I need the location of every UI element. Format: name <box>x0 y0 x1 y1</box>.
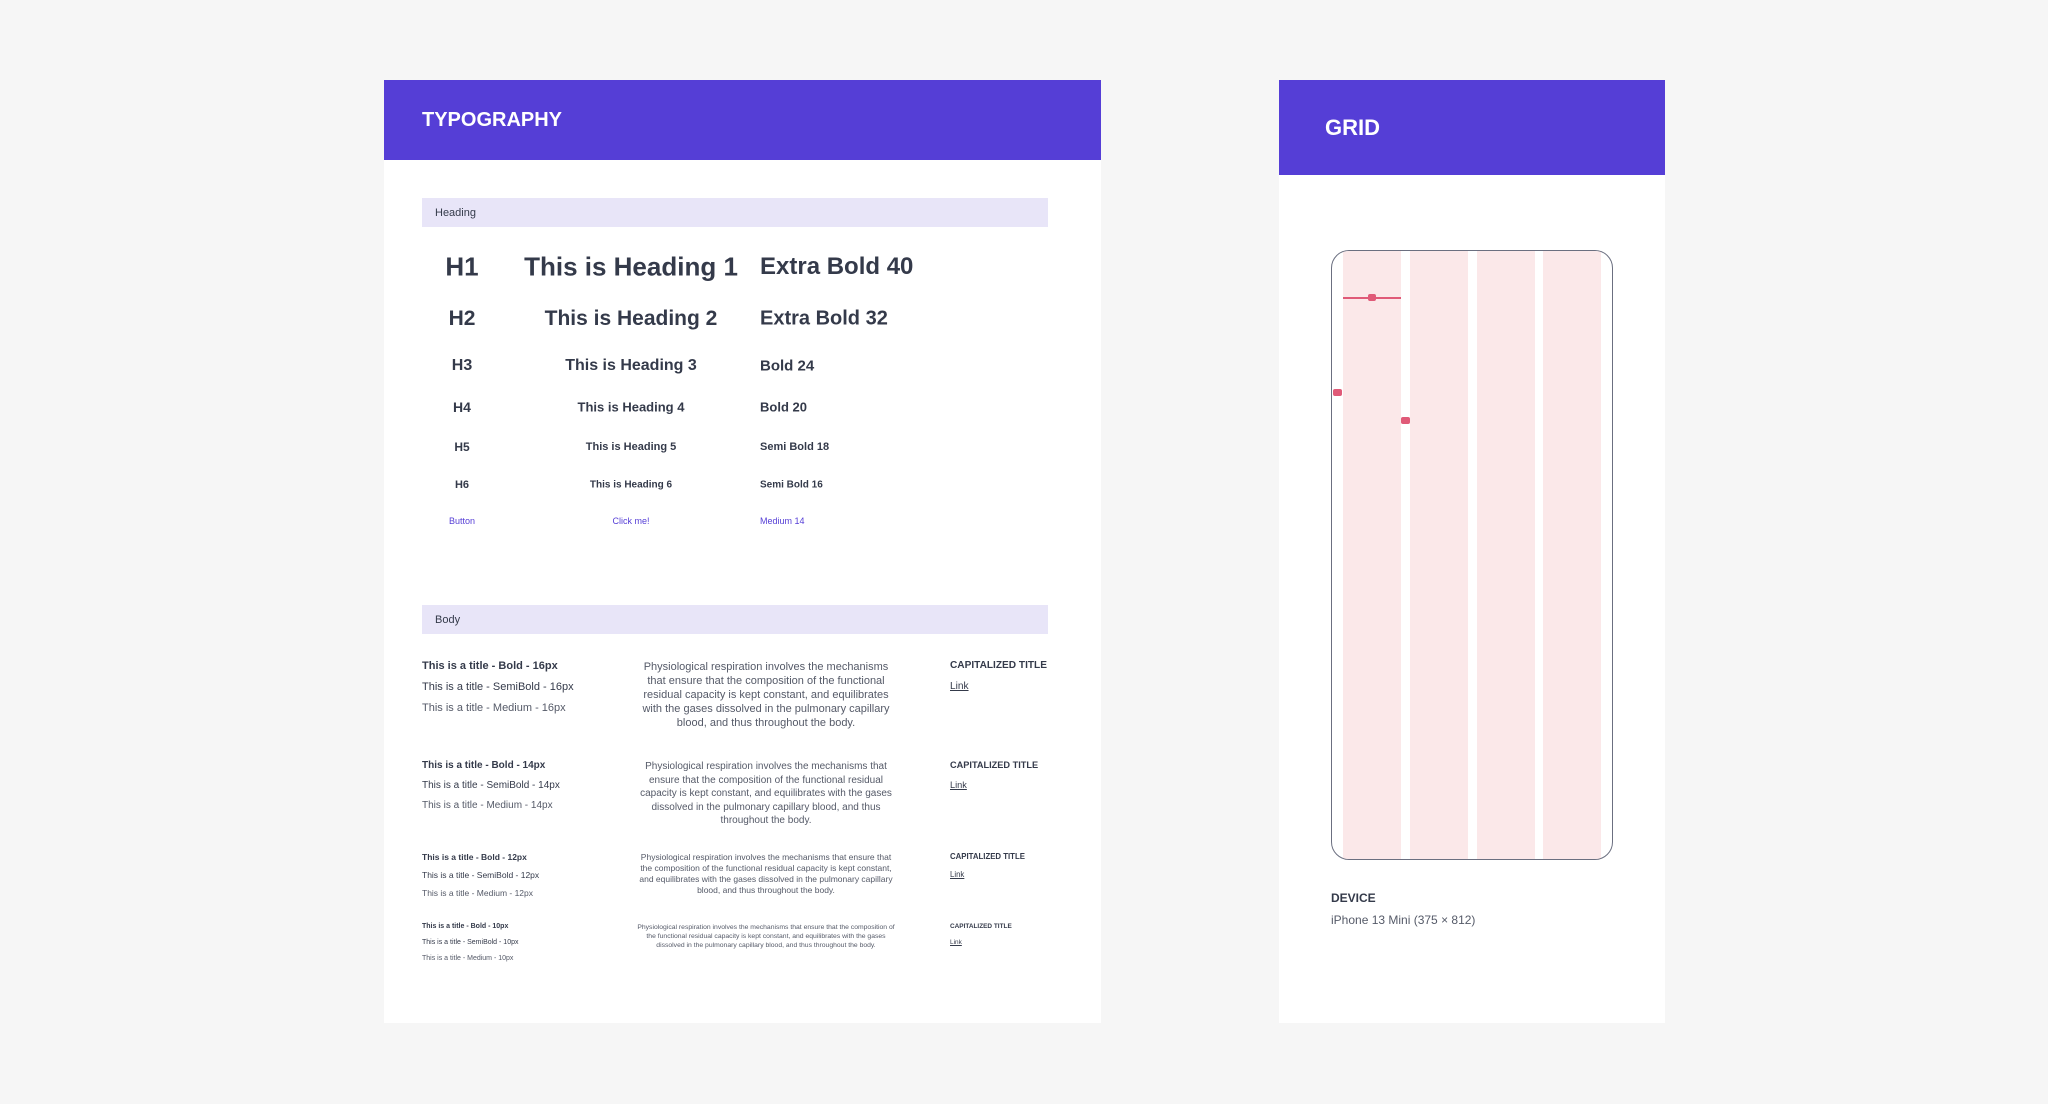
title-bold: This is a title - Bold - 12px <box>422 852 527 862</box>
heading-spec: Bold 20 <box>760 399 807 415</box>
title-medium: This is a title - Medium - 16px <box>422 702 566 714</box>
heading-spec: Semi Bold 16 <box>760 479 823 491</box>
heading-tag: H3 <box>451 357 473 374</box>
heading-tag: H2 <box>448 307 476 330</box>
grid-card: GRID DEVICE iPhone 13 Mini (375 × 812) <box>1279 80 1665 1023</box>
heading-tag: H5 <box>454 440 470 454</box>
heading-tag: H4 <box>453 399 471 415</box>
heading-sample: This is Heading 4 <box>577 399 685 415</box>
grid-column <box>1410 251 1468 859</box>
heading-sample: This is Heading 1 <box>524 251 738 282</box>
heading-spec: Bold 24 <box>760 357 815 375</box>
body-paragraph: Physiological respiration involves the m… <box>640 761 892 826</box>
heading-sample: This is Heading 6 <box>589 479 673 491</box>
capitalized-title: CAPITALIZED TITLE <box>950 852 1025 861</box>
title-semibold: This is a title - SemiBold - 16px <box>422 681 574 693</box>
heading-tag: Button <box>448 516 476 526</box>
column-width-marker <box>1368 294 1376 301</box>
typography-title: TYPOGRAPHY <box>422 108 563 131</box>
grid-column <box>1477 251 1535 859</box>
link[interactable]: Link <box>950 681 969 692</box>
body-paragraph: Physiological respiration involves the m… <box>639 852 893 895</box>
heading-tag: H1 <box>445 251 479 282</box>
title-semibold: This is a title - SemiBold - 14px <box>422 780 560 791</box>
device-frame <box>1331 250 1613 860</box>
heading-spec: Semi Bold 18 <box>760 441 830 453</box>
body-section-bar: Body <box>422 605 1048 634</box>
body-paragraph: Physiological respiration involves the m… <box>637 924 895 949</box>
heading-spec: Extra Bold 32 <box>760 307 888 330</box>
device-label: DEVICE <box>1331 891 1376 905</box>
heading-spec: Medium 14 <box>760 516 805 526</box>
typography-header: TYPOGRAPHY <box>384 80 1101 160</box>
device-value: iPhone 13 Mini (375 × 812) <box>1331 913 1476 927</box>
title-bold: This is a title - Bold - 14px <box>422 760 546 771</box>
heading-sample: This is Heading 2 <box>544 307 718 330</box>
margin-marker <box>1333 389 1342 396</box>
gutter-marker <box>1401 417 1410 424</box>
title-medium: This is a title - Medium - 14px <box>422 800 553 811</box>
grid-column <box>1343 251 1401 859</box>
heading-sample: This is Heading 5 <box>585 441 677 453</box>
grid-column <box>1543 251 1601 859</box>
grid-header: GRID <box>1279 80 1665 175</box>
grid-title: GRID <box>1325 114 1380 140</box>
link[interactable]: Link <box>950 870 965 879</box>
capitalized-title: CAPITALIZED TITLE <box>950 660 1047 671</box>
heading-section-bar: Heading <box>422 198 1048 227</box>
body-paragraph: Physiological respiration involves the m… <box>642 661 890 729</box>
title-semibold: This is a title - SemiBold - 10px <box>422 939 519 946</box>
typography-card: TYPOGRAPHY Heading H1 This is Heading 1 Ex… <box>384 80 1101 1023</box>
title-medium: This is a title - Medium - 12px <box>422 888 534 898</box>
heading-sample[interactable]: Click me! <box>612 516 650 526</box>
title-bold: This is a title - Bold - 16px <box>422 660 558 672</box>
heading-tag: H6 <box>454 479 470 491</box>
title-semibold: This is a title - SemiBold - 12px <box>422 870 540 880</box>
heading-sample: This is Heading 3 <box>565 357 697 374</box>
title-bold: This is a title - Bold - 10px <box>422 923 509 930</box>
title-medium: This is a title - Medium - 10px <box>422 955 514 962</box>
link[interactable]: Link <box>950 780 967 790</box>
heading-spec: Extra Bold 40 <box>760 253 914 280</box>
capitalized-title: CAPITALIZED TITLE <box>950 760 1039 770</box>
link[interactable]: Link <box>950 939 962 946</box>
capitalized-title: CAPITALIZED TITLE <box>950 923 1012 930</box>
